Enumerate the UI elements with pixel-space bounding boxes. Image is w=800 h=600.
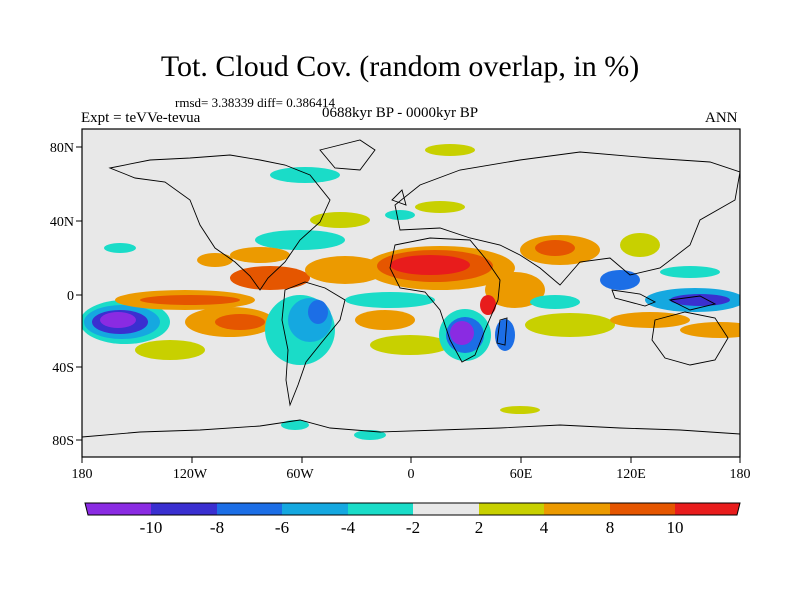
colorbar-label: -6: [274, 518, 290, 537]
anomaly-blob: [415, 201, 465, 213]
experiment-label: Expt = teVVe-tevua: [81, 110, 201, 126]
colorbar-label: 4: [539, 518, 549, 537]
colorbar-swatch: [85, 503, 151, 515]
colorbar-swatch: [282, 503, 348, 515]
anomaly-blob: [230, 247, 290, 263]
anomaly-blob: [425, 144, 475, 156]
colorbar-swatch: [479, 503, 544, 515]
lon-label-120e: 120E: [616, 467, 646, 482]
anomaly-blob: [450, 321, 474, 345]
anomaly-blob: [135, 340, 205, 360]
lat-label-80n: 80N: [49, 141, 74, 156]
anomaly-blob: [670, 294, 730, 306]
anomaly-blob: [610, 312, 690, 328]
anomaly-blob: [530, 295, 580, 309]
coastline-africa: [389, 237, 501, 363]
coastline-north-america: [108, 154, 331, 291]
colorbar-swatch: [675, 503, 740, 515]
anomaly-blob: [140, 295, 240, 305]
anomaly-blob: [600, 270, 640, 290]
colorbar-label: 10: [666, 518, 684, 537]
anomaly-blob: [680, 322, 740, 338]
colorbar-label: -8: [209, 518, 225, 537]
anomaly-blob: [354, 430, 386, 440]
axis-ticks: [76, 146, 741, 463]
anomaly-blob: [270, 167, 340, 183]
coastline-eurasia: [394, 151, 740, 286]
lon-label-120w: 120W: [172, 467, 208, 482]
colorbar-swatch: [413, 503, 479, 515]
anomaly-blob: [305, 256, 385, 284]
colorbar-label: 8: [605, 518, 615, 537]
anomaly-blob: [104, 243, 136, 253]
anomaly-blob: [495, 319, 515, 351]
anomaly-blob: [308, 300, 328, 324]
anomaly-blob: [355, 310, 415, 330]
anomaly-blob: [345, 292, 435, 308]
anomaly-blob: [370, 335, 450, 355]
lat-label-0: 0: [67, 289, 74, 304]
coastlines: [82, 139, 740, 438]
coastline-british-isles: [391, 189, 407, 206]
period-label: 0688kyr BP - 0000kyr BP: [322, 105, 479, 121]
coastline-indonesia: [611, 289, 657, 307]
lat-label-80s: 80S: [52, 434, 74, 449]
colorbar-label: -4: [340, 518, 356, 537]
anomaly-blob: [390, 255, 470, 275]
anomaly-blob: [385, 210, 415, 220]
lon-label-60e: 60E: [509, 467, 533, 482]
coastline-madagascar: [496, 317, 508, 346]
anomaly-blob: [525, 313, 615, 337]
lon-label-60w: 60W: [286, 467, 314, 482]
coastline-australia: [651, 311, 729, 366]
anomaly-blob: [500, 406, 540, 414]
anomaly-blob: [230, 266, 310, 290]
anomaly-blob: [535, 240, 575, 256]
anomaly-blob: [310, 212, 370, 228]
colorbar-label: -2: [405, 518, 421, 537]
lon-label-180w: 180: [71, 467, 93, 482]
anomaly-blob: [620, 233, 660, 257]
anomaly-blob: [480, 295, 496, 315]
anomaly-blob: [215, 314, 265, 330]
anomaly-blob: [197, 253, 233, 267]
colorbar-swatch: [217, 503, 282, 515]
coastline-antarctica: [82, 419, 740, 438]
coastline-new-guinea: [668, 295, 717, 311]
colorbar-swatch: [151, 503, 217, 515]
anomaly-blob: [281, 420, 309, 430]
anomaly-blob: [100, 312, 136, 328]
colorbar-swatch: [348, 503, 413, 515]
lat-label-40n: 40N: [49, 215, 74, 230]
colorbar-swatch: [610, 503, 675, 515]
colorbar-outline: [84, 502, 741, 516]
anomaly-field: [82, 144, 740, 440]
map-title: Tot. Cloud Cov. (random overlap, in %): [160, 50, 640, 83]
lon-label-180e: 180: [729, 467, 751, 482]
lat-label-40s: 40S: [52, 361, 74, 376]
season-label: ANN: [705, 110, 738, 126]
anomaly-blob: [660, 266, 720, 278]
colorbar-swatch: [544, 503, 610, 515]
lon-label-0: 0: [407, 467, 415, 482]
colorbar: [84, 502, 741, 516]
rmsd-diff-stats: rmsd= 3.38339 diff= 0.386414: [175, 95, 335, 110]
colorbar-label: -10: [139, 518, 163, 537]
colorbar-label: 2: [474, 518, 484, 537]
coastline-greenland: [319, 139, 376, 171]
coastline-south-america: [281, 281, 346, 407]
